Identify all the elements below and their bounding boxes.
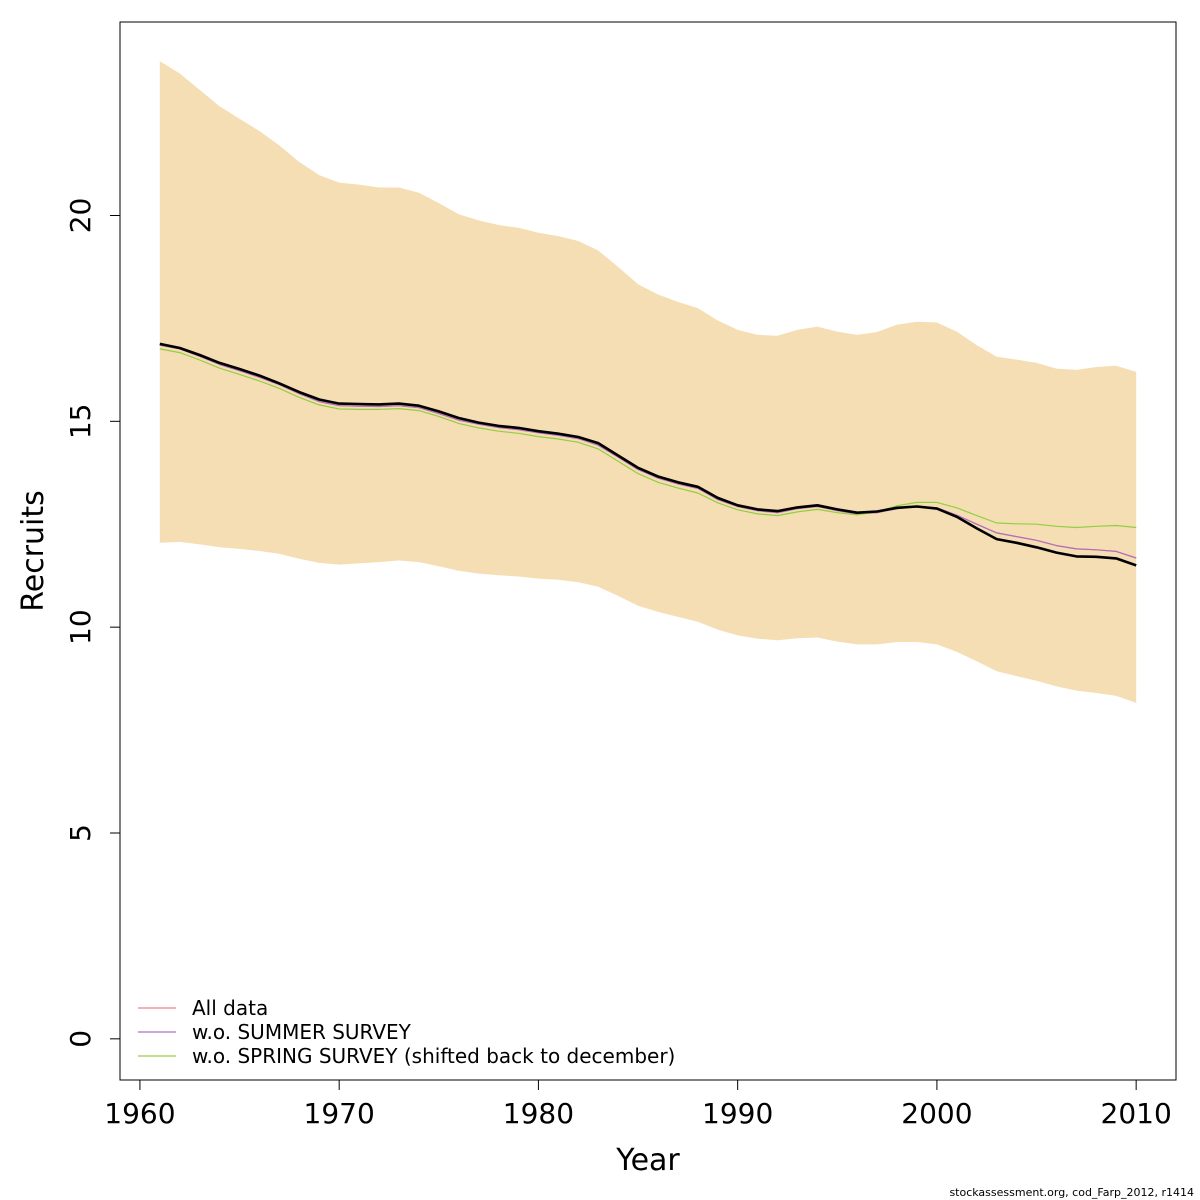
confidence-band bbox=[159, 61, 1137, 703]
x-tick-label: 2010 bbox=[1101, 1097, 1172, 1130]
legend-label-1: All data bbox=[192, 996, 268, 1020]
confidence-band-layer bbox=[159, 61, 1137, 703]
y-tick-label: 5 bbox=[64, 824, 97, 842]
x-axis: 1960 1970 1980 1990 2000 2010 bbox=[104, 1079, 1172, 1130]
series-line-4 bbox=[159, 342, 1137, 567]
y-axis: 0 5 10 15 20 bbox=[64, 198, 121, 1048]
y-tick-label: 15 bbox=[64, 404, 97, 440]
series-line-2 bbox=[159, 344, 1137, 559]
x-tick-label: 1980 bbox=[503, 1097, 574, 1130]
x-tick-label: 1970 bbox=[304, 1097, 375, 1130]
y-tick-label: 10 bbox=[64, 609, 97, 645]
x-axis-title: Year bbox=[615, 1143, 680, 1178]
footer-credit: stockassessment.org, cod_Farp_2012, r141… bbox=[949, 1186, 1194, 1199]
x-tick-label: 1990 bbox=[702, 1097, 773, 1130]
legend-label-3: w.o. SPRING SURVEY (shifted back to dece… bbox=[192, 1044, 675, 1068]
x-tick-label: 2000 bbox=[901, 1097, 972, 1130]
x-tick-label: 1960 bbox=[104, 1097, 175, 1130]
y-tick-label: 0 bbox=[64, 1030, 97, 1048]
series-line-3 bbox=[159, 348, 1137, 529]
legend-label-2: w.o. SUMMER SURVEY bbox=[192, 1020, 412, 1044]
series-layer bbox=[159, 342, 1137, 567]
y-axis-title: Recruits bbox=[16, 490, 51, 612]
y-tick-label: 20 bbox=[64, 198, 97, 234]
